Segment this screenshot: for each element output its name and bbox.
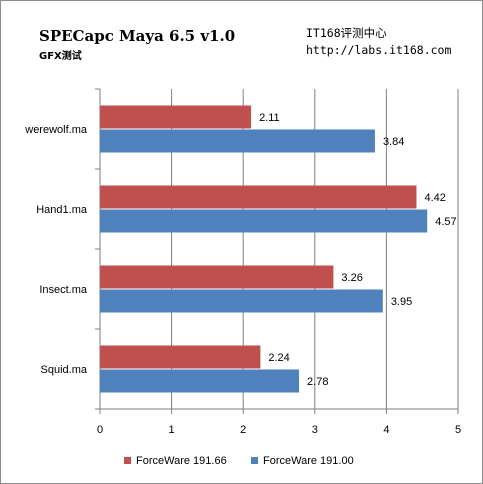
data-label: 3.95 — [391, 296, 412, 308]
legend-label: ForceWare 191.00 — [263, 455, 354, 467]
chart-subtitle: GFX测试 — [39, 49, 82, 62]
source-url: http://labs.it168.com — [306, 43, 451, 57]
chart-title: SPECapc Maya 6.5 v1.0 — [39, 27, 235, 45]
category-label: werewolf.ma — [24, 124, 88, 136]
bar — [100, 369, 300, 393]
x-tick-label: 1 — [169, 424, 175, 436]
bar — [100, 209, 428, 233]
x-tick-label: 4 — [383, 424, 389, 436]
data-label: 4.57 — [435, 216, 456, 228]
legend-label: ForceWare 191.66 — [136, 455, 227, 467]
x-tick-label: 5 — [455, 424, 461, 436]
x-tick-label: 2 — [240, 424, 246, 436]
bar — [100, 185, 417, 209]
data-label: 3.26 — [341, 272, 362, 284]
data-label: 2.11 — [259, 112, 280, 124]
category-label: Insect.ma — [39, 284, 88, 296]
bar — [100, 289, 383, 313]
legend-swatch — [124, 457, 131, 464]
legend-swatch — [251, 457, 258, 464]
data-label: 4.42 — [424, 192, 445, 204]
bar — [100, 129, 375, 153]
plot-area: 0 1 2 3 4 5 werewolf.ma 2.11 3.84 Hand1.ma 4.42 4.5… — [24, 88, 461, 436]
bar — [100, 345, 261, 369]
x-tick-label: 3 — [312, 424, 318, 436]
data-label: 2.24 — [268, 352, 289, 364]
source-name: IT168评测中心 — [306, 26, 387, 40]
chart-legend: ForceWare 191.66 ForceWare 191.00 — [124, 455, 354, 467]
data-label: 3.84 — [383, 136, 404, 148]
category-label: Squid.ma — [41, 364, 88, 376]
bar — [100, 265, 334, 289]
category-label: Hand1.ma — [36, 204, 88, 216]
data-label: 2.78 — [307, 376, 328, 388]
x-tick-label: 0 — [97, 424, 103, 436]
bar — [100, 105, 252, 129]
